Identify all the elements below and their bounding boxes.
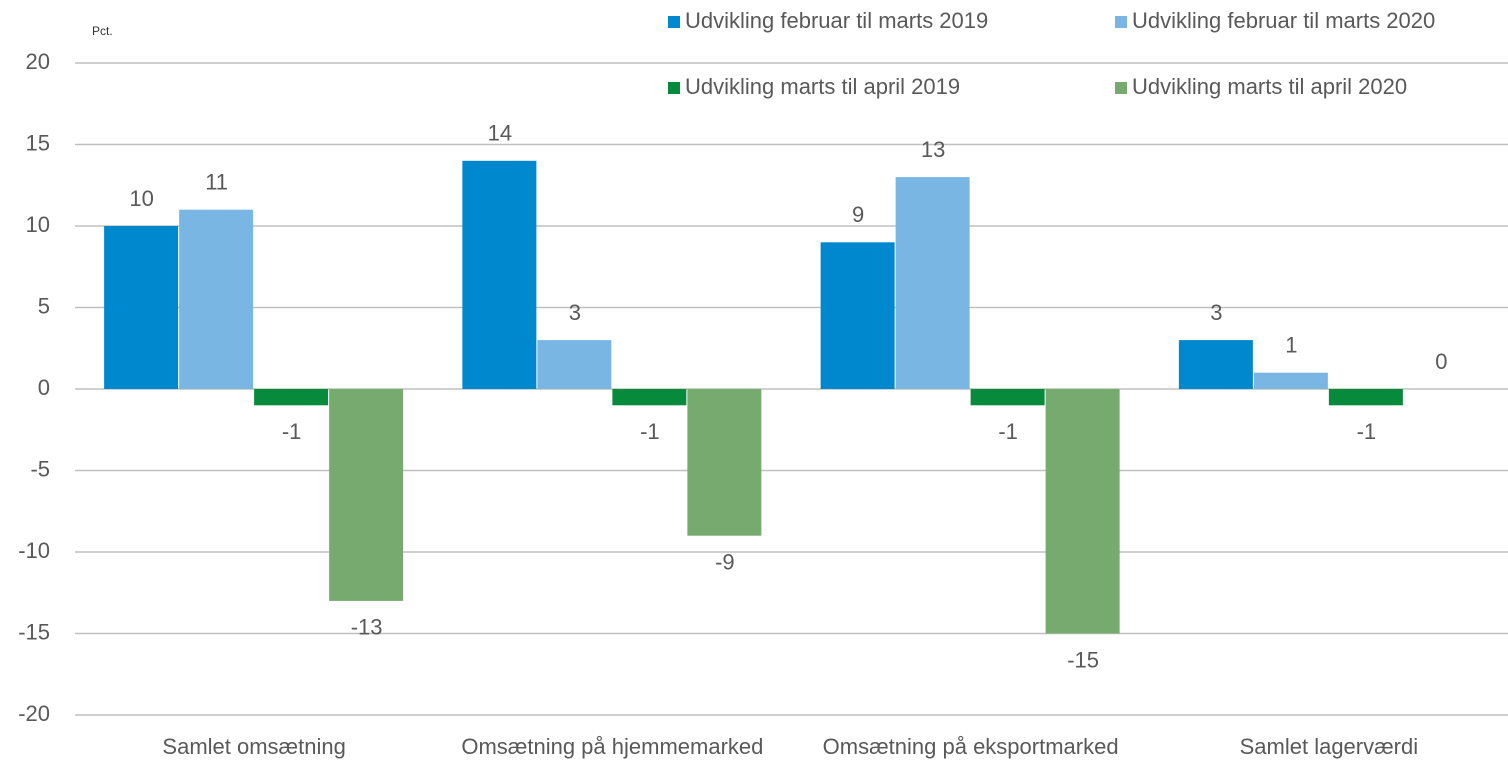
y-tick-label: 5 [38,293,50,318]
x-tick-label: Omsætning på hjemmemarked [461,734,763,759]
y-tick-label: -5 [30,456,50,481]
y-tick-label: 15 [26,130,50,155]
bar [329,389,404,601]
y-tick-label: 10 [26,212,50,237]
bar [612,389,687,406]
y-tick-label: 0 [38,375,50,400]
y-tick-label: -20 [18,701,50,726]
data-label: -13 [351,615,383,640]
y-tick-label: -15 [18,619,50,644]
data-label: 3 [569,300,581,325]
bar [687,389,762,536]
bar [820,242,895,389]
data-label: -1 [998,419,1018,444]
legend-swatch [668,16,680,28]
data-label: -1 [640,419,660,444]
x-tick-label: Samlet omsætning [162,734,345,759]
bar [970,389,1045,406]
x-tick-label: Omsætning på eksportmarked [823,734,1119,759]
bar [537,340,612,389]
bar [104,226,179,389]
legend-swatch [668,82,680,94]
legend-label: Udvikling marts til april 2019 [685,74,960,99]
data-label: -1 [282,419,302,444]
legend-label: Udvikling februar til marts 2020 [1132,8,1435,33]
legend-swatch [1115,16,1127,28]
bar [179,209,254,389]
bar [462,160,537,389]
legend-label: Udvikling marts til april 2020 [1132,74,1407,99]
x-tick-label: Samlet lagerværdi [1240,734,1419,759]
legend-label: Udvikling februar til marts 2019 [685,8,988,33]
data-label: 3 [1210,300,1222,325]
data-label: 14 [488,121,512,146]
y-tick-label: 20 [26,49,50,74]
y-tick-label: -10 [18,538,50,563]
bar [1178,340,1253,389]
data-label: 0 [1435,349,1447,374]
data-label: 1 [1285,333,1297,358]
bar [895,177,970,389]
bar [254,389,329,406]
bar [1328,389,1403,406]
legend-swatch [1115,82,1127,94]
data-label: 13 [921,137,945,162]
bar [1253,372,1328,389]
data-label: 9 [852,202,864,227]
bar [1045,389,1120,634]
data-label: -15 [1067,647,1099,672]
data-label: 11 [205,170,228,195]
y-axis-label: Pct. [92,24,113,38]
data-label: -1 [1357,419,1377,444]
data-label: 10 [129,186,153,211]
data-label: -9 [715,550,735,575]
